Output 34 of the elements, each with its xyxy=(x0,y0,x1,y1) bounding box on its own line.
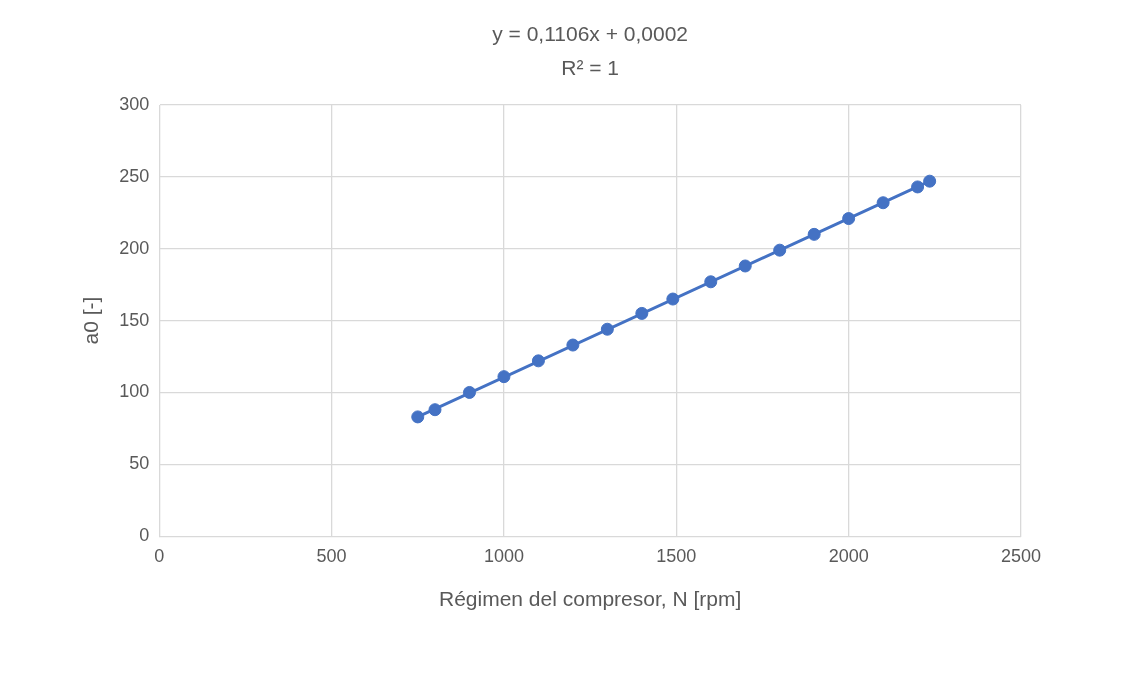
x-tick-label: 500 xyxy=(316,545,347,566)
y-tick-label: 100 xyxy=(119,381,150,402)
point xyxy=(531,354,545,368)
point xyxy=(497,370,511,384)
y-tick-label: 50 xyxy=(129,453,150,474)
y-tick-label: 300 xyxy=(119,93,150,114)
point xyxy=(807,227,821,241)
point xyxy=(411,410,425,424)
point xyxy=(842,212,856,226)
y-tick-label: 0 xyxy=(139,525,150,546)
y-axis-title: a0 [-] xyxy=(79,296,103,345)
point xyxy=(773,243,787,257)
x-tick-label: 2000 xyxy=(828,545,869,566)
y-tick-label: 250 xyxy=(119,165,150,186)
text: y = 0,1106x + 0,0002 xyxy=(492,21,689,45)
x-tick-label: 0 xyxy=(154,545,165,566)
point xyxy=(428,403,442,417)
point xyxy=(666,292,680,306)
x-tick-label: 2500 xyxy=(1000,545,1042,566)
point xyxy=(876,196,890,210)
y-tick-label: 200 xyxy=(119,237,150,258)
point xyxy=(635,306,649,320)
point xyxy=(923,174,937,188)
x-tick-label: 1500 xyxy=(656,545,697,566)
y-tick-label: 150 xyxy=(119,309,150,330)
point xyxy=(600,322,614,336)
point xyxy=(704,275,718,289)
x-tick-label: 1000 xyxy=(483,545,524,566)
x-axis-title: Régimen del compresor, N [rpm] xyxy=(438,587,742,611)
point xyxy=(462,385,476,399)
point xyxy=(738,259,752,273)
point xyxy=(566,338,580,352)
point xyxy=(911,180,925,194)
text: R² = 1 xyxy=(561,55,620,79)
